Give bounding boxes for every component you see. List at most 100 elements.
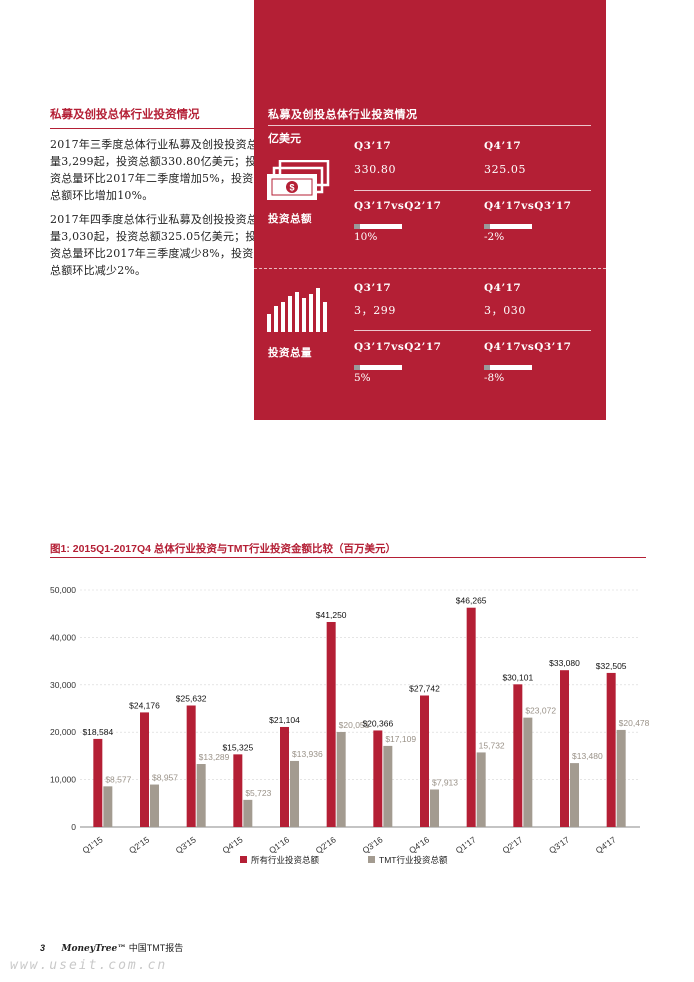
all-industry-bar [513, 684, 523, 827]
unit-label: 亿美元 [268, 132, 301, 145]
y-tick-label: 20,000 [50, 727, 76, 737]
tmt-value-label: $8,957 [152, 773, 178, 783]
all-industry-value-label: $46,265 [456, 596, 487, 606]
all-industry-value-label: $25,632 [176, 694, 207, 704]
tmt-bar [476, 752, 486, 827]
tmt-value-label: $7,913 [432, 777, 458, 787]
page-footer: 3 MoneyTree™ 中国TMT报告 [40, 941, 183, 954]
all-industry-bar [93, 738, 103, 827]
tmt-value-label: 15,732 [479, 740, 505, 750]
chart-gridlines [80, 589, 640, 828]
y-tick-label: 40,000 [50, 632, 76, 642]
tmt-value-label: $5,723 [245, 788, 271, 798]
legend-label: TMT行业投资总额 [379, 855, 448, 865]
all-industry-value-label: $21,104 [269, 715, 300, 725]
tmt-value-label: $20,051 [339, 720, 370, 730]
amount-q4-label: Q4’17 [484, 140, 522, 152]
all-industry-value-label: $41,250 [316, 610, 347, 620]
all-industry-bar [140, 712, 149, 827]
all-industry-bar [606, 672, 616, 827]
legend-swatch [240, 856, 247, 863]
x-tick-label: Q1'15 [80, 834, 104, 855]
amount-cmp1-label: Q3’17vsQ2’17 [354, 200, 442, 212]
tmt-value-label: $17,109 [385, 734, 416, 744]
y-tick-label: 10,000 [50, 775, 76, 785]
amount-cmp2-value: -2% [484, 231, 505, 243]
tmt-bar [523, 717, 533, 827]
figure-title: 图1: 2015Q1-2017Q4 总体行业投资与TMT行业投资金额比较（百万美… [50, 543, 396, 555]
all-industry-bar [233, 754, 243, 827]
brand-name: MoneyTree™ [61, 944, 127, 954]
amount-q4-value: 325.05 [484, 163, 527, 176]
intro-heading: 私募及创投总体行业投资情况 [50, 106, 258, 129]
data-labels: $18,584 $8,577 $24,176 $8,957 $25,632 $13,289… [82, 596, 649, 798]
tmt-bar [430, 789, 439, 827]
x-tick-label: Q1'17 [454, 834, 478, 855]
amount-cmp2-bar [484, 224, 532, 229]
x-tick-label: Q3'16 [360, 834, 384, 855]
amount-cmp1-bar [354, 224, 402, 229]
x-tick-label: Q4'15 [220, 834, 244, 855]
tmt-bar [570, 763, 579, 827]
amount-label: 投资总额 [268, 213, 312, 225]
x-tick-label: Q2'16 [314, 834, 338, 855]
all-industry-value-label: $18,584 [82, 727, 113, 737]
all-industry-value-label: $30,101 [502, 672, 533, 682]
amount-q3-value: 330.80 [354, 163, 397, 176]
money-bills-icon: $ [267, 160, 330, 200]
chart-legend: 所有行业投资总额 TMT行业投资总额 [240, 855, 448, 865]
x-tick-label: Q1'16 [267, 834, 291, 855]
dashed-divider [254, 268, 606, 269]
volume-cmp2-value: -8% [484, 372, 505, 384]
tmt-bar [243, 799, 253, 827]
x-tick-label: Q4'16 [407, 834, 431, 855]
volume-cmp1-label: Q3’17vsQ2’17 [354, 341, 442, 353]
amount-q3-label: Q3’17 [354, 140, 392, 152]
all-industry-value-label: $20,366 [362, 718, 393, 728]
tmt-value-label: $13,936 [292, 749, 323, 759]
x-tick-label: Q4'17 [594, 834, 618, 855]
intro-paragraph-q4: 2017年四季度总体行业私募及创投投资总量3,030起，投资总额325.05亿美… [50, 213, 258, 277]
volume-q4-label: Q4’17 [484, 282, 522, 294]
x-tick-label: Q2'17 [500, 834, 524, 855]
divider [268, 125, 591, 126]
tmt-bar [196, 764, 206, 827]
page-number: 3 [40, 943, 46, 953]
figure-title-rule [50, 557, 646, 558]
all-industry-value-label: $33,080 [549, 658, 580, 668]
y-axis-ticks: 50,000 40,000 30,000 20,000 10,000 0 [50, 585, 76, 832]
tmt-value-label: $8,577 [105, 774, 131, 784]
legend-label: 所有行业投资总额 [251, 855, 320, 865]
tmt-bar [616, 729, 626, 827]
x-tick-label: Q3'15 [174, 834, 198, 855]
volume-label: 投资总量 [268, 347, 312, 359]
x-tick-label: Q2'15 [127, 834, 151, 855]
volume-q3-label: Q3’17 [354, 282, 392, 294]
tmt-value-label: $13,480 [572, 751, 603, 761]
intro-paragraph-q3: 2017年三季度总体行业私募及创投投资总量3,299起，投资总额330.80亿美… [50, 138, 258, 202]
tmt-bar [150, 784, 159, 827]
report-name: 中国TMT报告 [128, 943, 184, 953]
all-industry-bar [326, 621, 336, 827]
watermark: www.useit.com.cn [10, 958, 168, 973]
all-industry-value-label: $24,176 [129, 700, 160, 710]
divider [354, 330, 591, 331]
amount-cmp1-value: 10% [354, 231, 378, 243]
tmt-bar [290, 760, 299, 827]
all-industry-value-label: $32,505 [596, 661, 627, 671]
volume-cmp2-label: Q4’17vsQ3’17 [484, 341, 572, 353]
y-tick-label: 30,000 [50, 680, 76, 690]
divider [354, 190, 591, 191]
svg-text:$: $ [289, 183, 294, 193]
x-axis-ticks: Q1'15 Q2'15 Q3'15 Q4'15 Q1'16 Q2'16 Q3'16 Q4'16… [80, 834, 618, 855]
tmt-value-label: $20,478 [619, 718, 650, 728]
panel-title: 私募及创投总体行业投资情况 [268, 108, 418, 121]
volume-q4-value: 3，030 [484, 304, 526, 317]
all-industry-bar [420, 695, 429, 827]
x-tick-label: Q3'17 [547, 834, 571, 855]
all-industry-bar [186, 705, 196, 827]
volume-cmp1-value: 5% [354, 372, 371, 384]
all-industry-bar [466, 607, 476, 827]
all-industry-bar [280, 726, 289, 827]
